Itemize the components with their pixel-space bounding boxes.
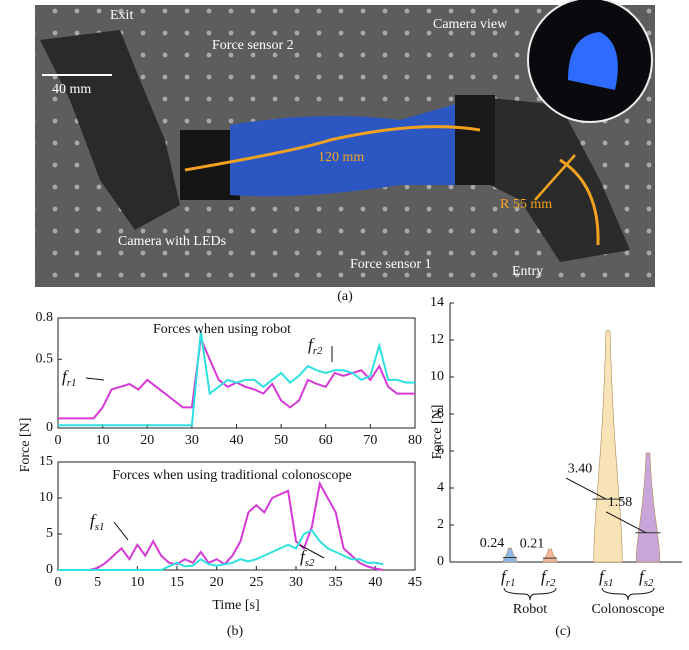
photo-label: 40 mm xyxy=(52,82,91,97)
value-label: 3.40 xyxy=(568,461,593,476)
y-axis-label: Force [N] xyxy=(18,418,33,473)
x-tick-label: 40 xyxy=(368,575,382,590)
group-label: Colonoscope xyxy=(591,602,664,617)
value-label: 0.24 xyxy=(480,536,505,551)
x-tick-label: 80 xyxy=(408,433,422,448)
violin xyxy=(594,331,622,562)
y-tick-label: 15 xyxy=(39,454,53,469)
group-brace xyxy=(602,588,654,600)
chart-title: Forces when using robot xyxy=(153,322,291,337)
photo: Exit Force sensor 2 40 mm Camera view 12… xyxy=(35,0,655,287)
x-tick-label: fs1 xyxy=(599,567,614,589)
x-tick-label: 0 xyxy=(55,575,62,590)
x-tick-label: 20 xyxy=(210,575,224,590)
x-tick-label: 5 xyxy=(94,575,101,590)
y-tick-label: 2 xyxy=(437,517,444,532)
x-tick-label: 30 xyxy=(185,433,199,448)
photo-label: Exit xyxy=(110,8,133,23)
chart-title: Forces when using traditional colonoscop… xyxy=(112,468,352,483)
x-tick-label: 0 xyxy=(55,433,62,448)
photo-label: Camera view xyxy=(433,17,508,32)
y-tick-label: 10 xyxy=(430,369,444,384)
x-tick-label: 70 xyxy=(363,433,377,448)
photo-label: R 55 mm xyxy=(500,197,552,212)
y-tick-label: 5 xyxy=(46,526,53,541)
violin xyxy=(636,453,660,562)
caption: (c) xyxy=(555,624,571,639)
y-tick-label: 10 xyxy=(39,490,53,505)
figure: Exit Force sensor 2 40 mm Camera view 12… xyxy=(0,0,689,645)
y-tick-label: 4 xyxy=(437,480,444,495)
x-tick-label: 60 xyxy=(319,433,333,448)
photo-label: 120 mm xyxy=(318,150,364,165)
x-tick-label: 10 xyxy=(96,433,110,448)
value-label: 0.21 xyxy=(520,536,545,551)
photo-label: Camera with LEDs xyxy=(118,234,226,249)
photo-label: Entry xyxy=(512,264,543,279)
group-label: Robot xyxy=(513,602,547,617)
x-tick-label: 30 xyxy=(289,575,303,590)
y-tick-label: 0.5 xyxy=(36,351,54,366)
y-tick-label: 12 xyxy=(430,332,444,347)
y-tick-label: 0 xyxy=(46,420,53,435)
x-tick-label: 40 xyxy=(230,433,244,448)
photo-label: Force sensor 1 xyxy=(350,257,432,272)
x-tick-label: 15 xyxy=(170,575,184,590)
caption: (a) xyxy=(337,289,353,304)
value-label: 1.58 xyxy=(608,495,633,510)
y-tick-label: 0.8 xyxy=(36,310,54,325)
x-tick-label: fr2 xyxy=(541,567,556,589)
y-tick-label: 0 xyxy=(437,554,444,569)
caption: (b) xyxy=(227,624,244,639)
y-axis-label: Force [N] xyxy=(430,405,445,460)
x-tick-label: 35 xyxy=(329,575,343,590)
x-tick-label: 50 xyxy=(274,433,288,448)
violin xyxy=(503,548,517,562)
violin xyxy=(543,549,557,562)
x-tick-label: fs2 xyxy=(639,567,654,589)
x-tick-label: 10 xyxy=(130,575,144,590)
x-tick-label: fr1 xyxy=(501,567,516,589)
photo-label: Force sensor 2 xyxy=(212,38,294,53)
y-tick-label: 0 xyxy=(46,562,53,577)
x-tick-label: 25 xyxy=(249,575,263,590)
y-tick-label: 14 xyxy=(430,295,444,310)
x-tick-label: 20 xyxy=(140,433,154,448)
x-tick-label: 45 xyxy=(408,575,422,590)
x-axis-label: Time [s] xyxy=(212,598,259,613)
group-brace xyxy=(504,588,556,600)
